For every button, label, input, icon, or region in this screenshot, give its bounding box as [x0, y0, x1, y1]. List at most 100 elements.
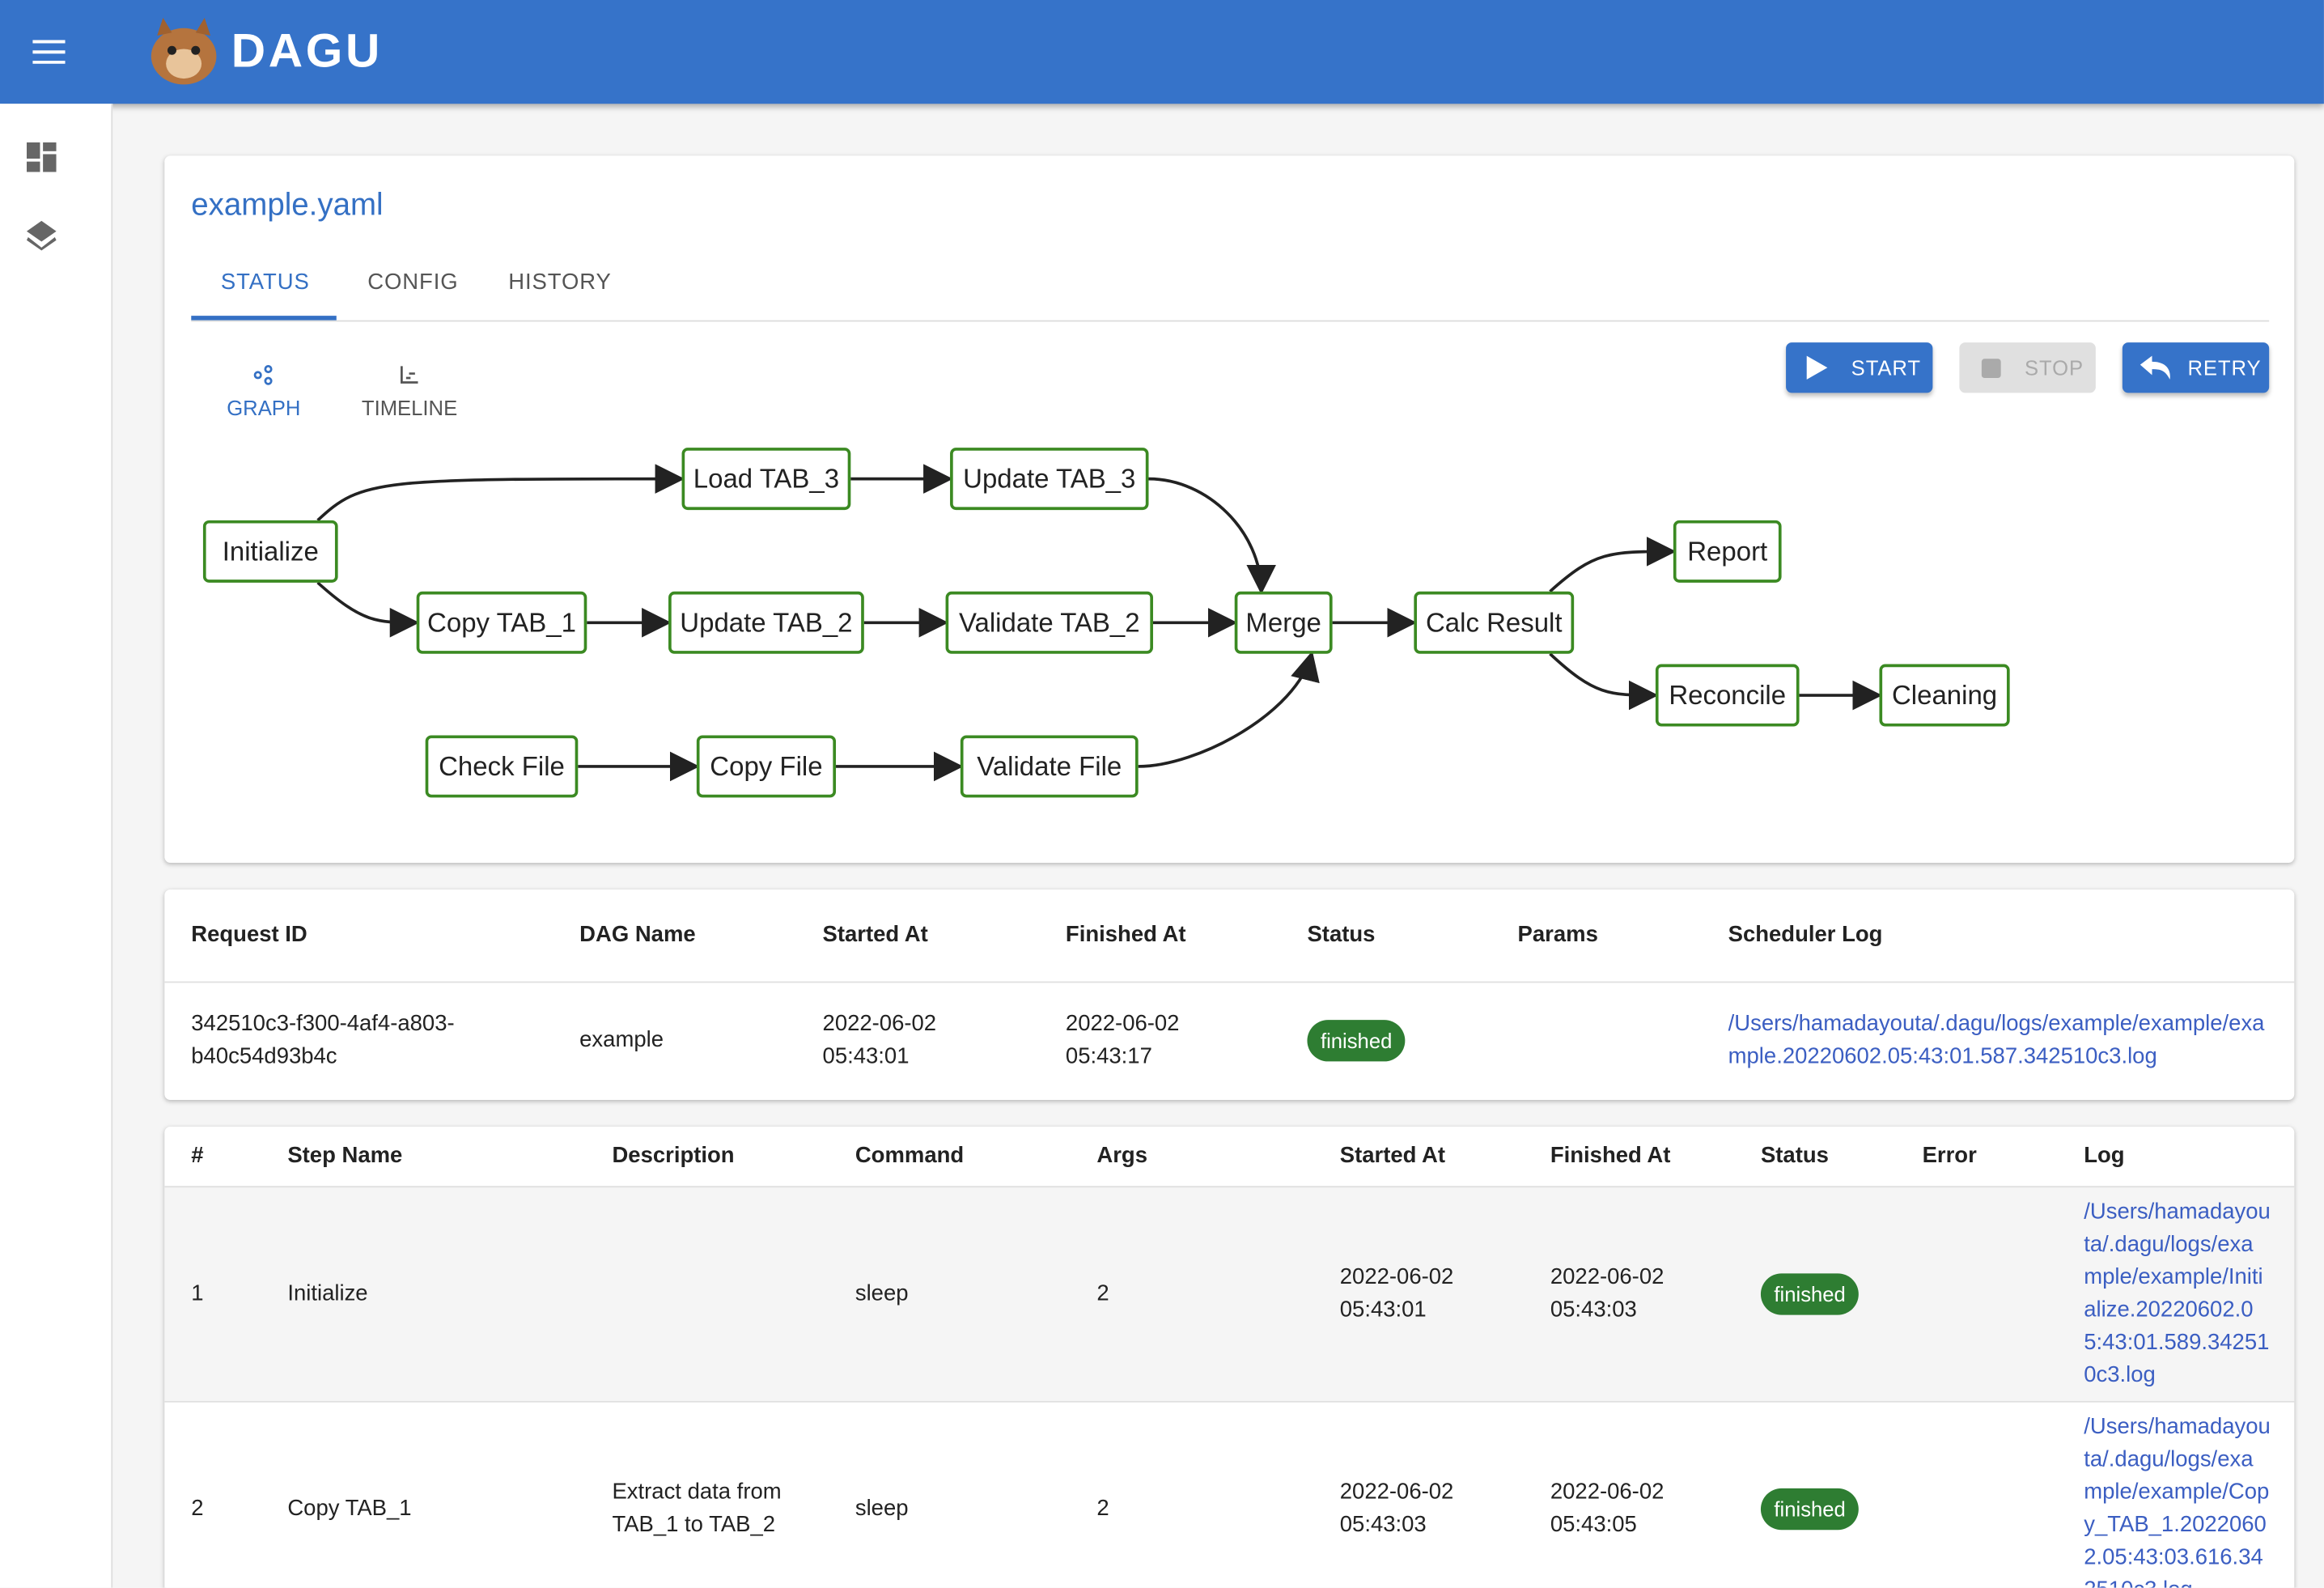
- button-label: START: [1851, 355, 1921, 380]
- status-chip: finished: [1760, 1488, 1860, 1530]
- graph-node[interactable]: Reconcile: [1655, 664, 1800, 727]
- graph-node[interactable]: Initialize: [202, 520, 338, 583]
- column-header: Args: [1096, 1143, 1148, 1169]
- tab[interactable]: HISTORY: [508, 270, 612, 295]
- table-cell: 2022-06-02 05:43:03: [1550, 1186, 1728, 1401]
- tab[interactable]: STATUS: [220, 270, 310, 295]
- graph-node[interactable]: Check File: [425, 735, 579, 798]
- column-header: Started At: [822, 922, 928, 948]
- graph-node[interactable]: Validate File: [960, 735, 1139, 798]
- dags-icon[interactable]: [25, 219, 57, 252]
- table-cell: Extract data from TAB_1 to TAB_2: [612, 1401, 834, 1588]
- cell-text: 2022-06-02 05:43:01: [822, 1011, 937, 1069]
- column-header: Log: [2084, 1143, 2125, 1169]
- cell-text: sleep: [855, 1495, 909, 1521]
- graph-edge: [1148, 477, 1276, 595]
- column-header: Description: [612, 1143, 735, 1169]
- steps-card: # Step Name Description Command Args Started …: [164, 1127, 2295, 1588]
- table-cell: finished: [1760, 1186, 1909, 1401]
- row-divider: [164, 1400, 2295, 1403]
- graph-node[interactable]: Calc Result: [1414, 591, 1575, 654]
- graph-edge: [1549, 652, 1659, 711]
- cell-text: Initialize: [287, 1280, 368, 1306]
- column-header: Params: [1517, 922, 1598, 948]
- app-bar: DAGU: [0, 0, 2324, 104]
- cell-text: 1: [191, 1280, 204, 1306]
- graph-edge: [1549, 537, 1677, 593]
- table-cell: /Users/hamadayouta/.dagu/logs/example/ex…: [2084, 1186, 2271, 1401]
- column-header: Finished At: [1065, 922, 1186, 948]
- menu-icon[interactable]: [32, 40, 66, 64]
- table-cell: 1: [191, 1186, 280, 1401]
- dashboard-icon[interactable]: [26, 142, 57, 172]
- stop-button[interactable]: STOP: [1959, 342, 2096, 393]
- column-header: Step Name: [287, 1143, 403, 1169]
- cell-text: 2022-06-02 05:43:01: [1339, 1263, 1454, 1322]
- status-chip: finished: [1760, 1272, 1860, 1314]
- table-cell: 2: [1096, 1186, 1319, 1401]
- cell-text: Extract data from TAB_1 to TAB_2: [612, 1479, 782, 1537]
- retry-button[interactable]: RETRY: [2122, 342, 2270, 393]
- column-header: Command: [855, 1143, 965, 1169]
- cell-text: Copy TAB_1: [287, 1495, 412, 1521]
- cell-text: 342510c3-f300-4af4-a803-b40c54d93b4c: [191, 1011, 455, 1069]
- logo-icon: [151, 17, 217, 85]
- log-link[interactable]: /Users/hamadayouta/.dagu/logs/example/ex…: [2084, 1198, 2271, 1387]
- graph-node[interactable]: Copy File: [696, 735, 837, 798]
- timeline-icon: [400, 366, 418, 384]
- table-cell: finished: [1307, 982, 1499, 1101]
- tab[interactable]: CONFIG: [367, 270, 459, 295]
- column-header: Status: [1307, 922, 1376, 948]
- view-tab[interactable]: TIMELINE: [361, 396, 458, 420]
- column-header: Status: [1760, 1143, 1829, 1169]
- column-header: Error: [1922, 1143, 1977, 1169]
- status-chip: finished: [1307, 1020, 1406, 1062]
- graph-node[interactable]: Report: [1673, 520, 1782, 583]
- cell-text: 2: [1096, 1495, 1109, 1521]
- table-cell: /Users/hamadayouta/.dagu/logs/example/ex…: [2084, 1401, 2271, 1587]
- graph-edges: [316, 464, 1883, 782]
- graph-node[interactable]: Update TAB_2: [668, 591, 864, 654]
- column-header: Finished At: [1550, 1143, 1671, 1169]
- stop-icon: [1981, 359, 2001, 379]
- cell-text: 2022-06-02 05:43:03: [1339, 1479, 1454, 1537]
- log-link[interactable]: /Users/hamadayouta/.dagu/logs/example/ex…: [2084, 1413, 2271, 1587]
- cell-text: 2: [191, 1495, 204, 1521]
- table-cell: example: [579, 982, 802, 1101]
- table-cell: Initialize: [287, 1186, 599, 1401]
- cell-text: 2: [1096, 1280, 1109, 1306]
- button-label: RETRY: [2187, 355, 2262, 380]
- graph-node[interactable]: Copy TAB_1: [416, 591, 587, 654]
- graph-icon: [253, 365, 273, 385]
- view-tab[interactable]: GRAPH: [227, 396, 301, 420]
- play-icon: [1806, 355, 1828, 380]
- sidebar: [0, 104, 113, 1588]
- graph-edge: [316, 464, 685, 522]
- column-header: Request ID: [191, 922, 307, 948]
- row-divider: [164, 981, 2295, 983]
- graph-node[interactable]: Merge: [1234, 591, 1333, 654]
- graph-node[interactable]: Load TAB_3: [681, 448, 851, 511]
- table-cell: Copy TAB_1: [287, 1401, 599, 1588]
- retry-icon: [2140, 355, 2170, 380]
- logo-text: DAGU: [231, 23, 383, 78]
- start-button[interactable]: START: [1786, 342, 1933, 393]
- table-cell: 2022-06-02 05:43:01: [823, 982, 1001, 1101]
- table-cell: 2022-06-02 05:43:17: [1066, 982, 1244, 1101]
- table-cell: 2022-06-02 05:43:01: [1340, 1186, 1518, 1401]
- graph-node[interactable]: Cleaning: [1879, 664, 2010, 727]
- table-cell: 2022-06-02 05:43:03: [1340, 1401, 1518, 1588]
- graph-edge: [316, 581, 420, 638]
- column-header: DAG Name: [579, 922, 696, 948]
- column-header: #: [191, 1143, 204, 1169]
- cell-text: 2022-06-02 05:43:03: [1550, 1263, 1665, 1322]
- log-link[interactable]: /Users/hamadayouta/.dagu/logs/example/ex…: [1728, 1011, 2265, 1069]
- cell-text: example: [579, 1027, 664, 1053]
- tab-indicator: [191, 316, 337, 321]
- cell-text: 2022-06-02 05:43:17: [1065, 1011, 1180, 1069]
- table-cell: 2022-06-02 05:43:05: [1550, 1401, 1728, 1588]
- graph-node[interactable]: Update TAB_3: [950, 448, 1149, 511]
- button-label: STOP: [2024, 355, 2084, 380]
- graph-node[interactable]: Validate TAB_2: [945, 591, 1153, 654]
